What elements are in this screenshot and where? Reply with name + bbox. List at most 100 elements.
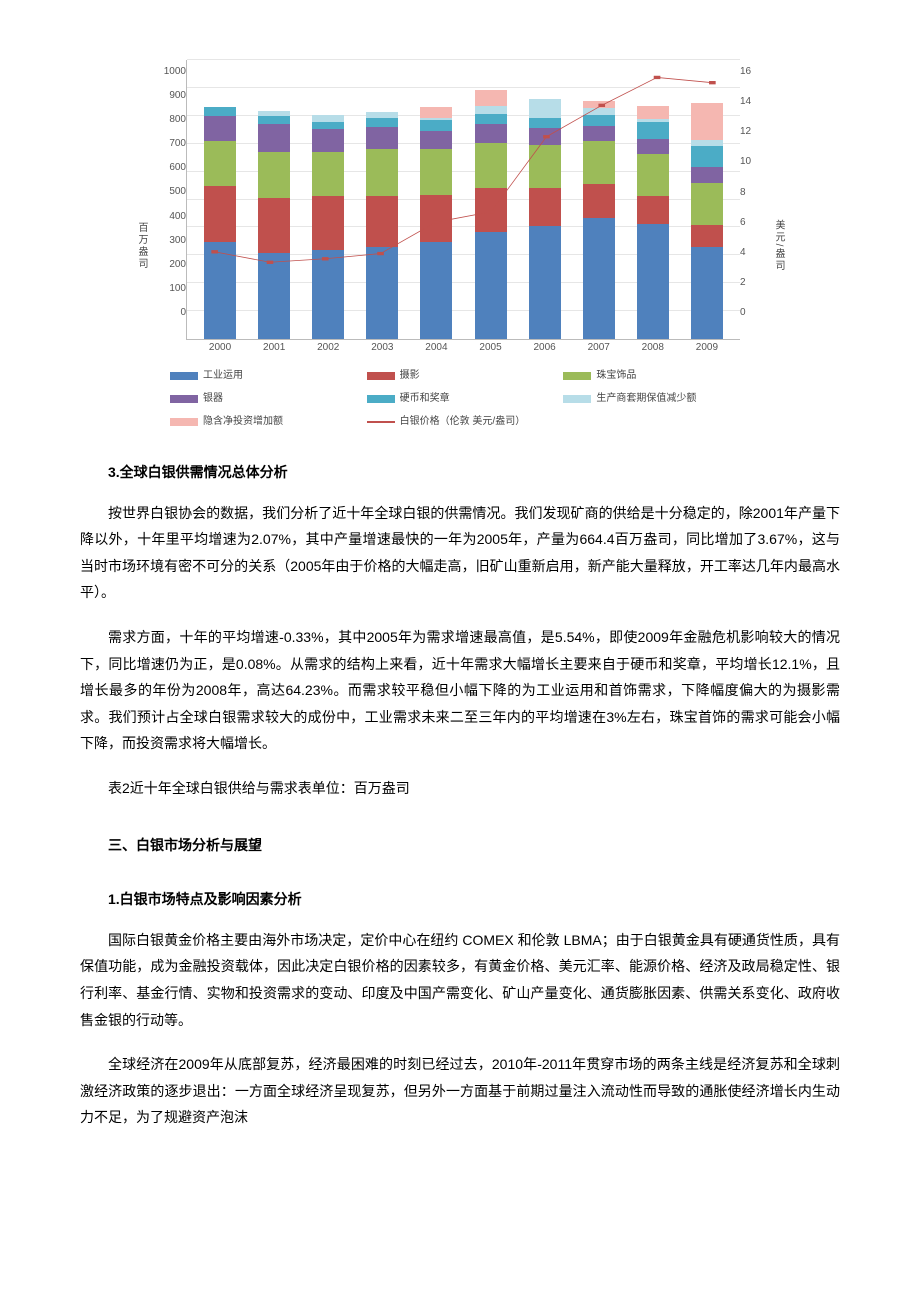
legend-item: 生产商套期保值减少额 (563, 389, 750, 408)
y-left-tick: 200 (169, 255, 186, 274)
bar-segment (475, 124, 507, 142)
bar-segment (420, 120, 452, 130)
bar-segment (420, 107, 452, 117)
bar-group: 2007 (576, 60, 622, 339)
bar-segment (312, 152, 344, 197)
bar-group: 2004 (413, 60, 459, 339)
chart-bars: 2000200120022003200420052006200720082009 (187, 60, 740, 339)
legend-swatch (367, 395, 395, 403)
heading-market-analysis: 三、白银市场分析与展望 (80, 832, 840, 859)
bar-segment (583, 184, 615, 218)
bar-segment (529, 118, 561, 128)
x-axis-label: 2009 (696, 338, 718, 357)
bar-segment (583, 115, 615, 125)
bar-segment (637, 154, 669, 196)
bar-segment (204, 107, 236, 116)
paragraph-factors: 国际白银黄金价格主要由海外市场决定，定价中心在纽约 COMEX 和伦敦 LBMA… (80, 927, 840, 1033)
bar-segment (637, 196, 669, 224)
bar-segment (691, 225, 723, 247)
bar-segment (637, 224, 669, 339)
y-right-tick: 6 (740, 213, 746, 232)
x-axis-label: 2004 (425, 338, 447, 357)
bar-segment (475, 114, 507, 124)
legend-item: 隐含净投资增加额 (170, 412, 357, 431)
x-axis-label: 2000 (209, 338, 231, 357)
bar-segment (529, 188, 561, 226)
paragraph-supply: 按世界白银协会的数据，我们分析了近十年全球白银的供需情况。我们发现矿商的供给是十… (80, 500, 840, 606)
bar-segment (366, 149, 398, 196)
table-caption: 表2近十年全球白银供给与需求表单位：百万盎司 (80, 775, 840, 802)
bar-segment (204, 242, 236, 339)
y-axis-right-label: 美元/盎司 (769, 219, 788, 272)
bar-segment (204, 141, 236, 186)
y-right-tick: 0 (740, 303, 746, 322)
legend-swatch (170, 395, 198, 403)
bar-segment (366, 118, 398, 127)
y-left-tick: 900 (169, 86, 186, 105)
x-axis-label: 2005 (479, 338, 501, 357)
bar-segment (475, 143, 507, 189)
bar-group: 2001 (251, 60, 297, 339)
legend-item: 珠宝饰品 (563, 366, 750, 385)
bar-segment (529, 226, 561, 339)
bar-segment (258, 124, 290, 152)
bar-group: 2008 (630, 60, 676, 339)
bar-segment (204, 116, 236, 141)
silver-supply-demand-chart: 百万盎司 美元/盎司 10009008007006005004003002001… (150, 60, 770, 431)
legend-label: 硬币和奖章 (400, 389, 450, 408)
bar-segment (529, 99, 561, 117)
bar-segment (420, 195, 452, 242)
y-left-tick: 600 (169, 158, 186, 177)
bar-segment (366, 127, 398, 149)
legend-swatch (170, 372, 198, 380)
legend-swatch (563, 395, 591, 403)
chart-plot-area: 2000200120022003200420052006200720082009 (186, 60, 740, 340)
y-left-tick: 400 (169, 207, 186, 226)
bar-segment (529, 128, 561, 145)
bar-group: 2006 (522, 60, 568, 339)
y-right-tick: 14 (740, 92, 751, 111)
bar-segment (258, 253, 290, 339)
legend-swatch (563, 372, 591, 380)
bar-segment (312, 196, 344, 250)
bar-segment (420, 242, 452, 339)
y-left-tick: 300 (169, 231, 186, 250)
bar-segment (583, 218, 615, 339)
bar-segment (529, 145, 561, 188)
bar-segment (312, 250, 344, 339)
bar-group: 2000 (197, 60, 243, 339)
y-left-tick: 100 (169, 279, 186, 298)
bar-segment (637, 106, 669, 119)
y-axis-left-ticks: 10009008007006005004003002001000 (150, 60, 186, 340)
bar-segment (204, 186, 236, 242)
bar-segment (691, 146, 723, 167)
bar-group: 2003 (359, 60, 405, 339)
legend-label: 隐含净投资增加额 (203, 412, 283, 431)
y-left-tick: 800 (169, 110, 186, 129)
y-right-tick: 10 (740, 152, 751, 171)
bar-segment (475, 90, 507, 106)
bar-segment (258, 152, 290, 198)
bar-segment (258, 116, 290, 124)
bar-segment (420, 149, 452, 195)
y-right-tick: 2 (740, 273, 746, 292)
bar-group: 2005 (467, 60, 513, 339)
paragraph-economy: 全球经济在2009年从底部复苏，经济最困难的时刻已经过去，2010年-2011年… (80, 1051, 840, 1131)
x-axis-label: 2008 (642, 338, 664, 357)
legend-label: 摄影 (400, 366, 420, 385)
bar-group: 2009 (684, 60, 730, 339)
bar-segment (583, 101, 615, 109)
y-axis-right-ticks: 1614121086420 (740, 60, 770, 340)
bar-segment (475, 188, 507, 231)
legend-item: 工业运用 (170, 366, 357, 385)
bar-segment (258, 198, 290, 253)
legend-item: 摄影 (367, 366, 554, 385)
legend-label: 工业运用 (203, 366, 243, 385)
legend-label: 生产商套期保值减少额 (596, 389, 696, 408)
legend-item: 硬币和奖章 (367, 389, 554, 408)
heading-market-factors: 1.白银市场特点及影响因素分析 (80, 886, 840, 913)
legend-item: 白银价格（伦敦 美元/盎司） (367, 412, 554, 431)
x-axis-label: 2003 (371, 338, 393, 357)
paragraph-demand: 需求方面，十年的平均增速-0.33%，其中2005年为需求增速最高值，是5.54… (80, 624, 840, 757)
bar-segment (691, 247, 723, 339)
